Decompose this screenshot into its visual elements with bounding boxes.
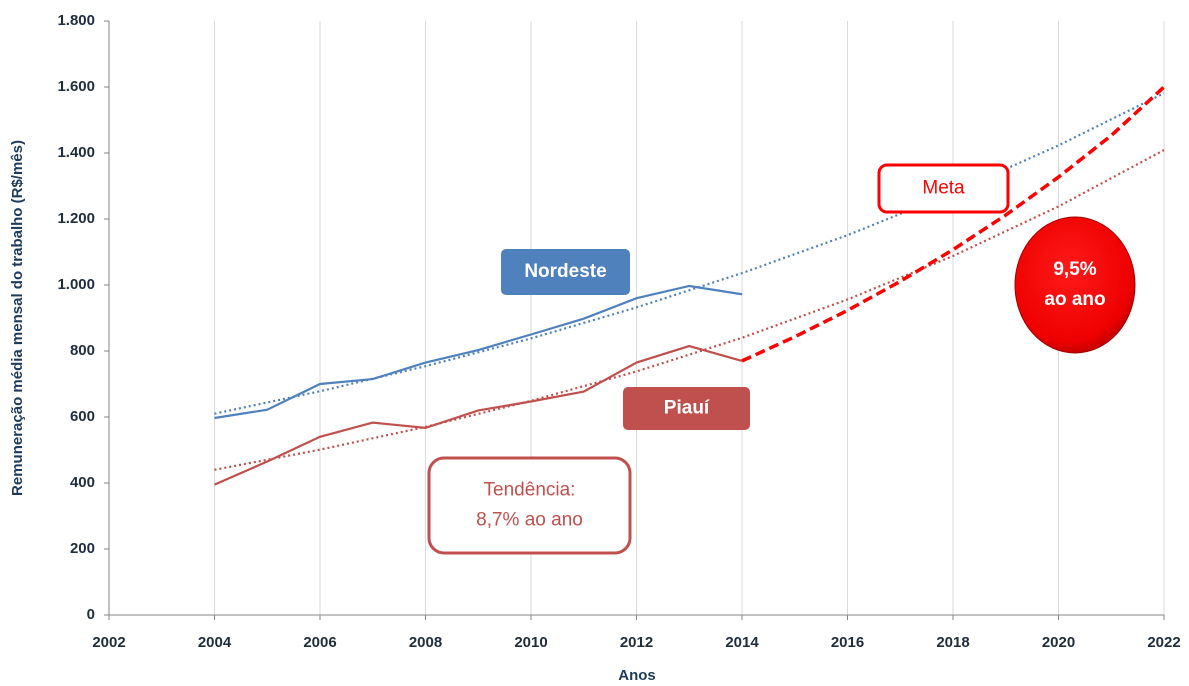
series-line	[741, 85, 1166, 363]
x-tick-label: 2016	[831, 634, 864, 651]
x-tick-label: 2018	[936, 634, 969, 651]
y-tick-label: 800	[70, 342, 95, 359]
annotation-text: Nordeste	[524, 261, 606, 282]
x-tick-label: 2020	[1042, 634, 1075, 651]
y-tick-label: 1.800	[57, 12, 95, 29]
annotation-box	[427, 456, 632, 555]
annotation-box	[623, 387, 750, 430]
x-tick-label: 2022	[1147, 634, 1180, 651]
annotation-text: 8,7% ao ano	[476, 510, 583, 531]
annotation-text: Tendência:	[484, 480, 576, 501]
annotation-text: Meta	[922, 178, 965, 199]
y-tick-label: 400	[70, 474, 95, 491]
y-tick-label: 200	[70, 540, 95, 557]
y-tick-label: 1.600	[57, 78, 95, 95]
y-tick-label: 1.000	[57, 276, 95, 293]
y-tick-label: 600	[70, 408, 95, 425]
x-tick-label: 2010	[514, 634, 547, 651]
y-tick-label: 1.200	[57, 210, 95, 227]
y-tick-label: 1.400	[57, 144, 95, 161]
annotation-text: Piauí	[664, 398, 710, 419]
annotation-box	[877, 163, 1010, 214]
annotation: Tendência: 8,7% ao ano	[427, 456, 632, 555]
annotation-badge	[1014, 216, 1136, 354]
x-axis-label: Anos	[618, 667, 656, 684]
series-line	[214, 92, 1165, 415]
x-tick-label: 2002	[92, 634, 125, 651]
series-line	[214, 344, 743, 486]
x-tick-label: 2008	[409, 634, 442, 651]
x-tick-label: 2014	[725, 634, 759, 651]
x-tick-label: 2012	[620, 634, 653, 651]
annotation: Piauí	[623, 387, 750, 430]
annotation-box	[501, 249, 630, 295]
series-line	[214, 149, 1165, 471]
y-axis-label: Remuneração média mensal do trabalho (R$…	[9, 140, 26, 496]
series-line	[214, 284, 743, 420]
annotation-text: 9,5%	[1053, 259, 1096, 280]
annotation-text: ao ano	[1044, 289, 1105, 310]
x-tick-label: 2004	[198, 634, 232, 651]
annotation: Nordeste	[501, 249, 630, 295]
annotation: Meta	[877, 163, 1010, 214]
x-tick-label: 2006	[303, 634, 336, 651]
annotation: 9,5% ao ano	[1014, 216, 1136, 354]
y-tick-label: 0	[87, 606, 95, 623]
